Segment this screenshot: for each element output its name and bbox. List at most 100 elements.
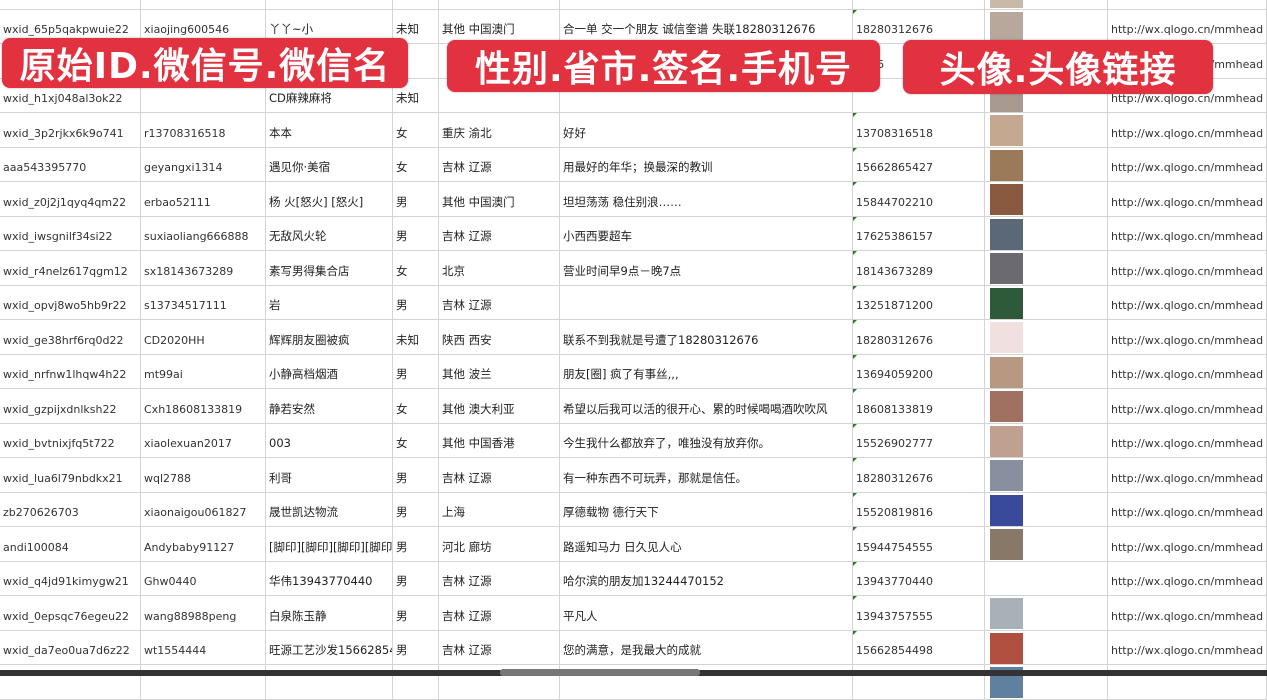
cell-avatar[interactable] <box>985 0 1108 10</box>
cell-sign[interactable]: 厚德载物 德行天下 <box>560 492 853 527</box>
cell-id[interactable]: wxid_lua6l79nbdkx21 <box>0 458 141 493</box>
cell-sign[interactable]: 好好 <box>560 113 853 148</box>
cell-phone[interactable] <box>853 78 985 113</box>
cell-phone[interactable]: 15944754555 <box>853 527 985 562</box>
cell-id[interactable]: wxid_nrfnw1lhqw4h22 <box>0 354 141 389</box>
cell-sign[interactable]: 平凡人 <box>560 596 853 631</box>
cell-name[interactable]: 无敌风火轮 <box>266 216 393 251</box>
cell-wx[interactable]: xiaojing600546 <box>141 9 266 44</box>
cell-wx[interactable]: xiaonaigou061827 <box>141 492 266 527</box>
cell-wx[interactable]: sx18143673289 <box>141 251 266 286</box>
cell-avatar[interactable] <box>985 9 1108 44</box>
cell-name[interactable]: 丫丫~小 <box>266 9 393 44</box>
cell-url[interactable]: http://wx.qlogo.cn/mmhead <box>1108 389 1267 424</box>
cell-avatar[interactable] <box>985 458 1108 493</box>
cell-sign[interactable] <box>560 285 853 320</box>
cell-sex[interactable]: 未知 <box>393 320 439 355</box>
cell-sex[interactable]: 女 <box>393 251 439 286</box>
cell-phone[interactable]: 13694059200 <box>853 354 985 389</box>
cell-wx[interactable]: wql2788 <box>141 458 266 493</box>
cell-region[interactable]: 其他 澳大利亚 <box>439 389 560 424</box>
cell-url[interactable]: http://wx.qlogo.cn/mmhead <box>1108 596 1267 631</box>
cell-sign[interactable]: 有一种东西不可玩弄，那就是信任。 <box>560 458 853 493</box>
cell-phone[interactable]: 15844702210 <box>853 182 985 217</box>
cell-id[interactable]: andi100084 <box>0 527 141 562</box>
cell-region[interactable] <box>439 0 560 10</box>
cell-sign[interactable]: 您的满意，是我最大的成就 <box>560 630 853 665</box>
cell-avatar[interactable] <box>985 423 1108 458</box>
cell-wx[interactable]: mt99ai <box>141 354 266 389</box>
cell-id[interactable]: wxid_z0j2j1qyq4qm22 <box>0 182 141 217</box>
cell-id[interactable]: wxid_h1xj048al3ok22 <box>0 78 141 113</box>
cell-id[interactable]: wxid_da7eo0ua7d6z22 <box>0 630 141 665</box>
cell-region[interactable]: 吉林 辽源 <box>439 630 560 665</box>
cell-sex[interactable]: 男 <box>393 492 439 527</box>
cell-url[interactable]: http://wx.qlogo.cn/mmhead <box>1108 354 1267 389</box>
cell-sex[interactable]: 男 <box>393 216 439 251</box>
horizontal-scrollbar[interactable] <box>500 669 700 676</box>
cell-name[interactable]: CD麻辣麻将 <box>266 78 393 113</box>
cell-wx[interactable]: wt1554444 <box>141 630 266 665</box>
cell-url[interactable]: http://wx.qlogo.cn/mmhead <box>1108 182 1267 217</box>
cell-name[interactable]: 素写男得集合店 <box>266 251 393 286</box>
cell-region[interactable]: 其他 中国澳门 <box>439 9 560 44</box>
cell-avatar[interactable] <box>985 285 1108 320</box>
cell-region[interactable]: 吉林 辽源 <box>439 216 560 251</box>
cell-name[interactable]: 晟世凯达物流 <box>266 492 393 527</box>
cell-url[interactable]: http://wx.qlogo.cn/mmhead <box>1108 630 1267 665</box>
cell-phone[interactable]: 13943757555 <box>853 596 985 631</box>
cell-id[interactable] <box>0 0 141 10</box>
cell-avatar[interactable] <box>985 216 1108 251</box>
cell-url[interactable] <box>1108 0 1267 10</box>
cell-region[interactable]: 上海 <box>439 492 560 527</box>
cell-name[interactable]: 华伟13943770440 <box>266 561 393 596</box>
cell-sign[interactable]: 坦坦荡荡 稳住别浪…… <box>560 182 853 217</box>
cell-id[interactable]: wxid_0epsqc76egeu22 <box>0 596 141 631</box>
cell-avatar[interactable] <box>985 320 1108 355</box>
cell-sex[interactable]: 男 <box>393 561 439 596</box>
cell-wx[interactable]: CD2020HH <box>141 320 266 355</box>
cell-url[interactable]: http://wx.qlogo.cn/mmhead <box>1108 527 1267 562</box>
cell-sex[interactable]: 女 <box>393 147 439 182</box>
cell-name[interactable]: 小静高档烟酒 <box>266 354 393 389</box>
cell-avatar[interactable] <box>985 492 1108 527</box>
cell-sign[interactable]: 今生我什么都放弃了，唯独没有放弃你。 <box>560 423 853 458</box>
cell-sign[interactable]: 路遥知马力 日久见人心 <box>560 527 853 562</box>
cell-sex[interactable]: 男 <box>393 596 439 631</box>
cell-wx[interactable]: Ghw0440 <box>141 561 266 596</box>
cell-phone[interactable]: 17625386157 <box>853 216 985 251</box>
cell-wx[interactable]: Cxh18608133819 <box>141 389 266 424</box>
cell-sex[interactable]: 未知 <box>393 9 439 44</box>
cell-sex[interactable] <box>393 0 439 10</box>
cell-sign[interactable]: 合一单 交一个朋友 诚信奎谱 失联18280312676 <box>560 9 853 44</box>
cell-id[interactable]: wxid_opvj8wo5hb9r22 <box>0 285 141 320</box>
cell-phone[interactable]: 15662865427 <box>853 147 985 182</box>
cell-url[interactable]: http://wx.qlogo.cn/mmhead <box>1108 113 1267 148</box>
cell-wx[interactable] <box>141 78 266 113</box>
cell-name[interactable]: 白泉陈玉静 <box>266 596 393 631</box>
cell-name[interactable]: [脚印][脚印][脚印][脚印] <box>266 527 393 562</box>
cell-sign[interactable]: 希望以后我可以活的很开心、累的时候喝喝酒吹吹风 <box>560 389 853 424</box>
cell-id[interactable]: wxid_ge38hrf6rq0d22 <box>0 320 141 355</box>
cell-phone[interactable]: 18143673289 <box>853 251 985 286</box>
cell-region[interactable]: 北京 <box>439 251 560 286</box>
cell-id[interactable]: wxid_r4nelz617qgm12 <box>0 251 141 286</box>
cell-region[interactable]: 吉林 辽源 <box>439 596 560 631</box>
cell-wx[interactable]: Andybaby91127 <box>141 527 266 562</box>
cell-sex[interactable]: 男 <box>393 285 439 320</box>
cell-phone[interactable] <box>853 0 985 10</box>
cell-url[interactable]: http://wx.qlogo.cn/mmhead <box>1108 216 1267 251</box>
cell-sign[interactable] <box>560 0 853 10</box>
cell-phone[interactable]: 15526902777 <box>853 423 985 458</box>
cell-region[interactable] <box>439 78 560 113</box>
cell-url[interactable]: http://wx.qlogo.cn/mmhead <box>1108 492 1267 527</box>
cell-phone[interactable]: 13251871200 <box>853 285 985 320</box>
cell-sign[interactable]: 朋友[圈] 疯了有事丝,,, <box>560 354 853 389</box>
cell-name[interactable]: 旺源工艺沙发15662854 <box>266 630 393 665</box>
cell-name[interactable] <box>266 0 393 10</box>
cell-sex[interactable]: 男 <box>393 527 439 562</box>
cell-name[interactable]: 本本 <box>266 113 393 148</box>
cell-phone[interactable]: 15520819816 <box>853 492 985 527</box>
cell-avatar[interactable] <box>985 147 1108 182</box>
cell-avatar[interactable] <box>985 251 1108 286</box>
